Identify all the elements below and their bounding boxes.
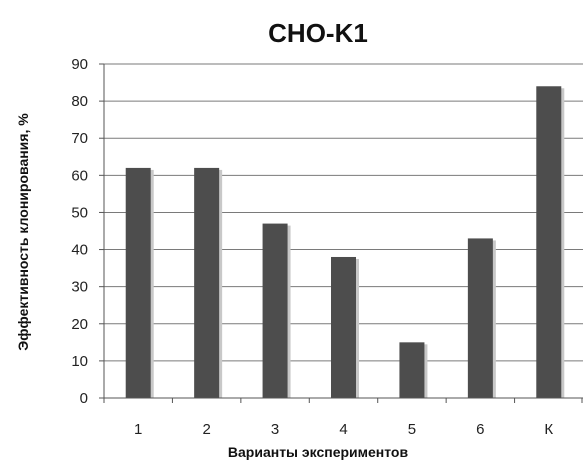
y-tick-label: 0 bbox=[80, 390, 88, 407]
x-tick-label: 3 bbox=[271, 421, 279, 438]
bars bbox=[125, 86, 565, 399]
bar bbox=[467, 238, 493, 398]
y-tick-label: 90 bbox=[71, 56, 88, 73]
x-tick-label: К bbox=[544, 421, 553, 438]
bar bbox=[331, 256, 356, 398]
y-tick-label: 10 bbox=[71, 353, 88, 370]
y-tick-labels: 0 10 20 30 40 50 60 70 80 90 bbox=[71, 56, 104, 407]
y-tick-label: 20 bbox=[71, 316, 88, 333]
bar bbox=[194, 167, 220, 398]
y-tick-label: 40 bbox=[71, 242, 88, 259]
y-tick-label: 80 bbox=[71, 93, 88, 110]
axes bbox=[103, 64, 583, 399]
bar bbox=[125, 167, 151, 398]
x-tick-label: 1 bbox=[134, 421, 142, 438]
x-tick-label: 2 bbox=[202, 421, 210, 438]
y-tick-label: 60 bbox=[71, 167, 88, 184]
x-axis-label: Варианты экспериментов bbox=[228, 444, 409, 460]
gridlines bbox=[104, 63, 583, 362]
x-tick-label: 6 bbox=[476, 421, 484, 438]
x-tick-label: 5 bbox=[408, 421, 416, 438]
x-tick-labels: 1 2 3 4 5 6 К bbox=[103, 398, 583, 438]
bar bbox=[262, 223, 288, 398]
y-tick-label: 50 bbox=[71, 204, 88, 221]
chart-title: CHO-K1 bbox=[268, 18, 368, 48]
bar bbox=[399, 342, 425, 398]
y-tick-label: 30 bbox=[71, 279, 88, 296]
y-axis-label: Эффективность клонирования, % bbox=[15, 113, 31, 351]
x-tick-label: 4 bbox=[339, 421, 347, 438]
y-tick-label: 70 bbox=[71, 130, 88, 147]
bar bbox=[536, 86, 562, 399]
